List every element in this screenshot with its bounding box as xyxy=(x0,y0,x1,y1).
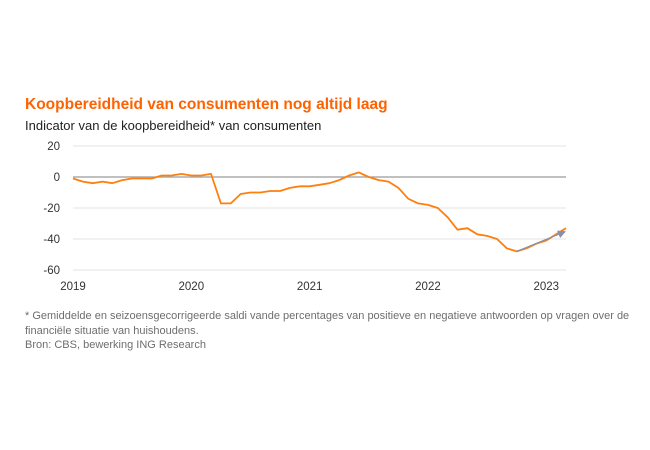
y-tick-label: -40 xyxy=(43,234,60,246)
x-tick-label: 2021 xyxy=(297,281,323,293)
x-tick-label: 2020 xyxy=(179,281,205,293)
series-layer xyxy=(72,171,567,253)
y-tick-label: 0 xyxy=(54,172,60,184)
chart-subtitle: Indicator van de koopbereidheid* van con… xyxy=(25,118,322,133)
chart-source: Bron: CBS, bewerking ING Research xyxy=(25,339,206,351)
annotation-layer xyxy=(516,230,566,252)
x-tick-label: 2019 xyxy=(60,281,86,293)
x-axis-ticks: 2019 2020 2021 2022 2023 xyxy=(60,281,559,293)
y-tick-label: 20 xyxy=(47,141,60,153)
gridlines xyxy=(73,145,566,271)
chart-footnote: * Gemiddelde en seizoensgecorrigeerde sa… xyxy=(25,310,630,337)
y-tick-label: -20 xyxy=(43,203,60,215)
y-tick-label: -60 xyxy=(43,265,60,277)
x-tick-label: 2022 xyxy=(415,281,441,293)
trend-arrow-shaft xyxy=(516,233,559,252)
chart-title: Koopbereidheid van consumenten nog altij… xyxy=(25,96,388,113)
series-line xyxy=(72,171,567,253)
x-tick-label: 2023 xyxy=(533,281,559,293)
trend-arrow-head xyxy=(557,230,566,238)
line-chart: 20 0 -20 -40 -60 2019 2020 2021 2022 2023 xyxy=(43,141,567,293)
y-axis-ticks: 20 0 -20 -40 -60 xyxy=(43,141,60,277)
